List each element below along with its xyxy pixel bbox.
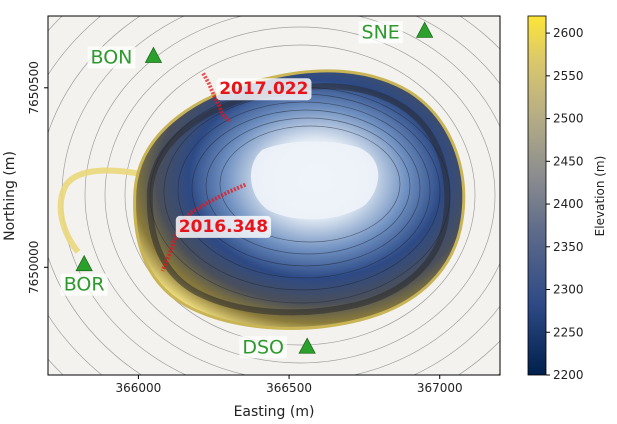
colorbar-tick-label: 2400 <box>553 197 584 211</box>
station-label: DSO <box>242 336 284 358</box>
colorbar-tick-label: 2600 <box>553 26 584 40</box>
path-label: 2017.022 <box>219 79 308 99</box>
path-label: 2016.348 <box>179 217 268 237</box>
y-tick-label: 7650000 <box>27 241 41 294</box>
x-tick-label: 367000 <box>417 381 463 395</box>
crater-floor <box>251 141 378 219</box>
colorbar-tick-label: 2200 <box>553 368 584 382</box>
colorbar-tick-label: 2250 <box>553 325 584 339</box>
station-label: BOR <box>64 274 105 296</box>
colorbar-tick-label: 2300 <box>553 283 584 297</box>
colorbar-tick-label: 2500 <box>553 112 584 126</box>
colorbar <box>528 16 546 375</box>
x-axis-ticks: 366000 366500 367000 <box>115 375 462 395</box>
station-label: BON <box>91 46 133 68</box>
colorbar-tick-label: 2550 <box>553 69 584 83</box>
colorbar-ticks: 2200 2250 2300 2350 2400 2450 2500 2550 2600 <box>546 26 584 382</box>
x-tick-label: 366000 <box>115 381 161 395</box>
x-tick-label: 366500 <box>266 381 312 395</box>
y-axis-label: Northing (m) <box>2 151 18 241</box>
x-axis-label: Easting (m) <box>234 404 315 420</box>
colorbar-tick-label: 2450 <box>553 154 584 168</box>
y-axis-ticks: 7650000 7650500 <box>27 61 48 294</box>
y-tick-label: 7650500 <box>27 61 41 114</box>
colorbar-tick-label: 2350 <box>553 240 584 254</box>
station-label: SNE <box>362 21 400 43</box>
colorbar-label: Elevation (m) <box>593 156 607 237</box>
